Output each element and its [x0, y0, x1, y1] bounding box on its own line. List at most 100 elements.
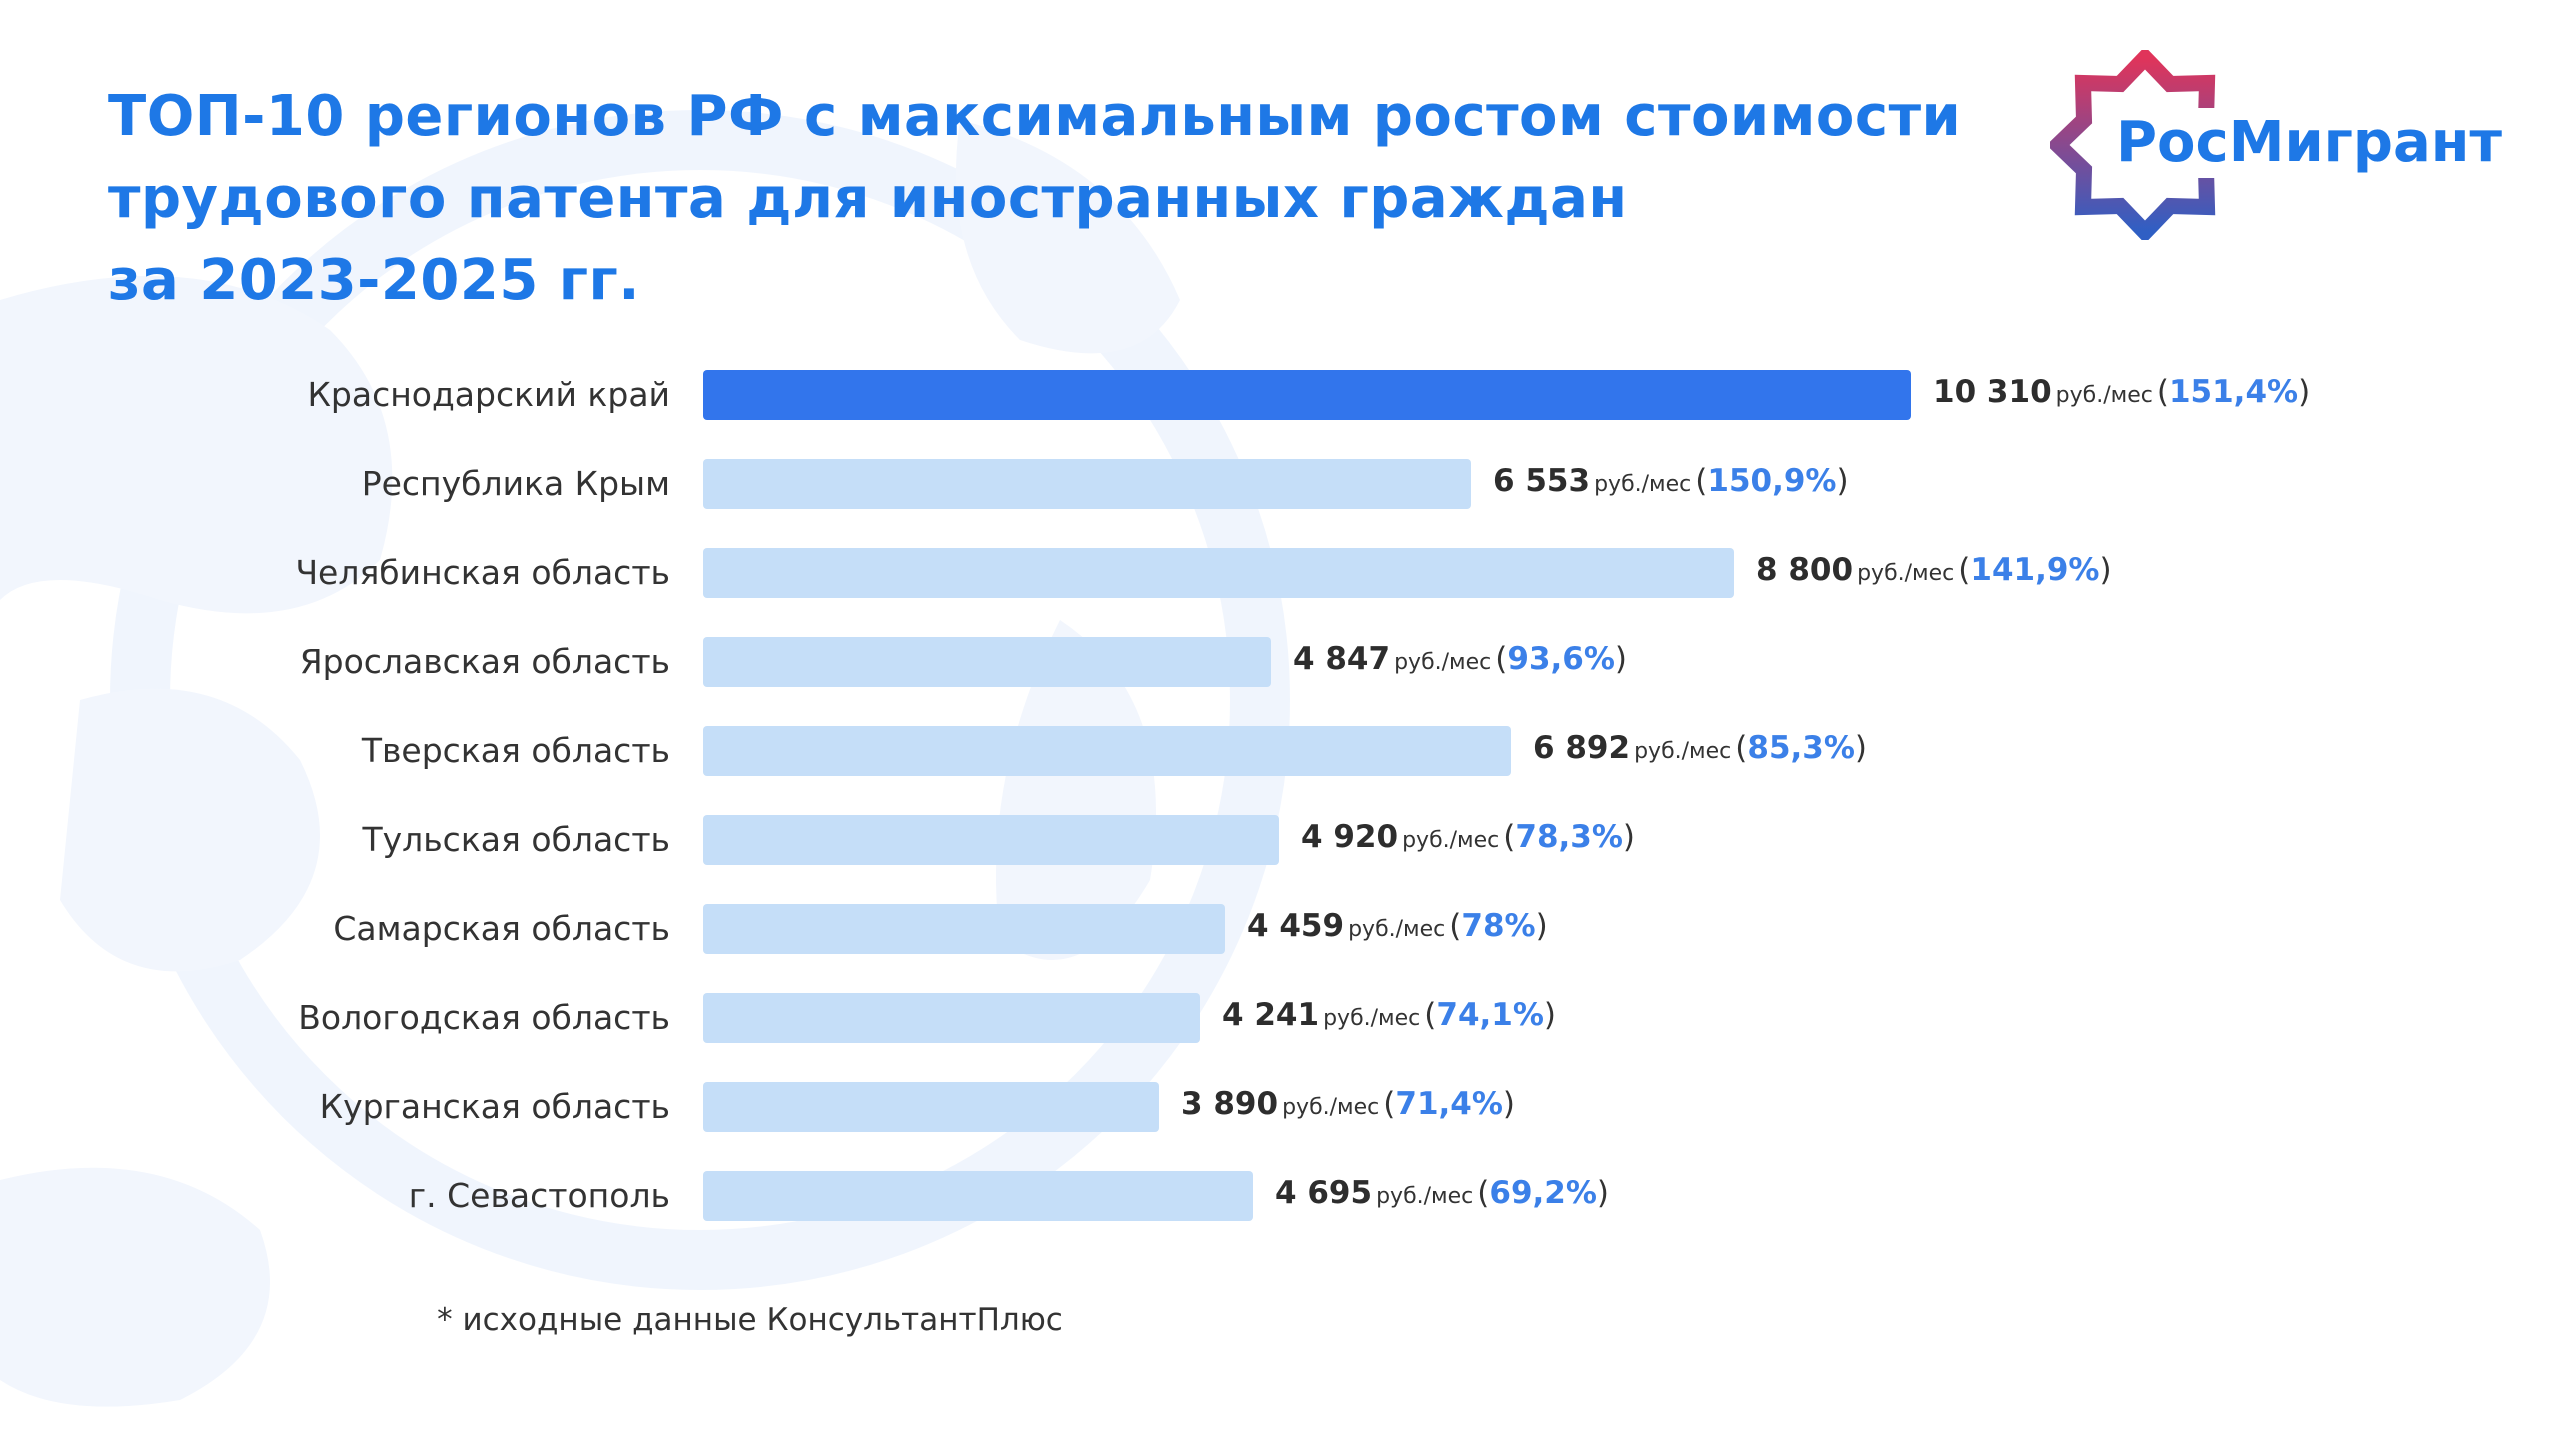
- category-label: Ярославская область: [299, 642, 670, 681]
- bar: [703, 1082, 1159, 1132]
- value-number: 4 847: [1293, 641, 1391, 677]
- category-label: г. Севастополь: [408, 1176, 670, 1215]
- bar: [703, 370, 1911, 420]
- data-label: 10 310 руб./мес (151,4%): [1933, 367, 2310, 423]
- rosmigrant-logo: РосМигрант: [2050, 50, 2510, 240]
- title-line-1: ТОП-10 регионов РФ с максимальным ростом…: [108, 84, 1962, 149]
- paren-open: (: [1383, 1086, 1396, 1122]
- bar-row: Челябинская область 8 800 руб./мес (141,9%): [0, 545, 2560, 601]
- value-unit: руб./мес: [1348, 917, 1446, 942]
- data-label: 3 890 руб./мес (71,4%): [1181, 1079, 1515, 1135]
- paren-open: (: [1424, 997, 1437, 1033]
- paren-open: (: [1503, 819, 1516, 855]
- value-unit: руб./мес: [1394, 650, 1492, 675]
- bar-row: Вологодская область 4 241 руб./мес (74,1%): [0, 990, 2560, 1046]
- data-label: 6 553 руб./мес (150,9%): [1493, 456, 1849, 512]
- growth-percent: 150,9%: [1707, 463, 1837, 499]
- value-unit: руб./мес: [1857, 561, 1955, 586]
- category-label: Курганская область: [319, 1087, 670, 1126]
- data-label: 4 695 руб./мес (69,2%): [1275, 1168, 1609, 1224]
- category-label: Челябинская область: [295, 553, 670, 592]
- paren-close: ): [1622, 819, 1636, 855]
- paren-open: (: [1449, 908, 1462, 944]
- category-label: Вологодская область: [298, 998, 670, 1037]
- value-unit: руб./мес: [1323, 1006, 1421, 1031]
- category-label: Краснодарский край: [307, 375, 670, 414]
- paren-open: (: [1958, 552, 1971, 588]
- bar-row: Самарская область 4 459 руб./мес (78%): [0, 901, 2560, 957]
- growth-percent: 78%: [1461, 908, 1536, 944]
- paren-close: ): [1836, 463, 1849, 499]
- bar-row: Тверская область 6 892 руб./мес (85,3%): [0, 723, 2560, 779]
- logo-text: РосМигрант: [2110, 108, 2508, 178]
- growth-percent: 93,6%: [1507, 641, 1615, 677]
- growth-percent: 69,2%: [1489, 1175, 1597, 1211]
- value-number: 6 553: [1493, 463, 1591, 499]
- bar-row: Тульская область 4 920 руб./мес (78,3%): [0, 812, 2560, 868]
- page-title: ТОП-10 регионов РФ с максимальным ростом…: [108, 76, 2008, 322]
- data-label: 4 920 руб./мес (78,3%): [1301, 812, 1635, 868]
- growth-percent: 151,4%: [2168, 374, 2299, 410]
- value-number: 10 310: [1933, 374, 2052, 410]
- data-label: 4 459 руб./мес (78%): [1247, 901, 1548, 957]
- value-unit: руб./мес: [2055, 383, 2153, 408]
- bar: [703, 459, 1471, 509]
- bar-row: Курганская область 3 890 руб./мес (71,4%): [0, 1079, 2560, 1135]
- bar-row: Республика Крым 6 553 руб./мес (150,9%): [0, 456, 2560, 512]
- growth-percent: 74,1%: [1436, 997, 1544, 1033]
- paren-close: ): [1502, 1086, 1516, 1122]
- paren-close: ): [2298, 374, 2311, 410]
- growth-percent: 78,3%: [1515, 819, 1623, 855]
- bar-row: Краснодарский край 10 310 руб./мес (151,4%): [0, 367, 2560, 423]
- category-label: Республика Крым: [361, 464, 670, 503]
- value-unit: руб./мес: [1282, 1095, 1380, 1120]
- paren-open: (: [2156, 374, 2169, 410]
- title-line-3: за 2023-2025 гг.: [108, 248, 641, 313]
- value-number: 4 459: [1247, 908, 1345, 944]
- data-label: 4 847 руб./мес (93,6%): [1293, 634, 1627, 690]
- bar: [703, 993, 1200, 1043]
- data-label: 8 800 руб./мес (141,9%): [1756, 545, 2112, 601]
- category-label: Тверская область: [361, 731, 670, 770]
- paren-open: (: [1477, 1175, 1490, 1211]
- growth-percent: 141,9%: [1970, 552, 2100, 588]
- footnote-text: * исходные данные КонсультантПлюс: [437, 1302, 1063, 1338]
- bar-row: г. Севастополь 4 695 руб./мес (69,2%): [0, 1168, 2560, 1224]
- category-label: Самарская область: [333, 909, 670, 948]
- value-number: 4 695: [1275, 1175, 1373, 1211]
- bar: [703, 548, 1734, 598]
- paren-open: (: [1495, 641, 1508, 677]
- bar: [703, 904, 1225, 954]
- data-label: 6 892 руб./мес (85,3%): [1533, 723, 1867, 779]
- paren-close: ): [1614, 641, 1628, 677]
- paren-close: ): [1854, 730, 1868, 766]
- data-label: 4 241 руб./мес (74,1%): [1222, 990, 1556, 1046]
- paren-open: (: [1735, 730, 1748, 766]
- bar-row: Ярославская область 4 847 руб./мес (93,6%): [0, 634, 2560, 690]
- value-number: 3 890: [1181, 1086, 1279, 1122]
- bar: [703, 815, 1279, 865]
- value-number: 4 920: [1301, 819, 1399, 855]
- bar: [703, 637, 1271, 687]
- growth-percent: 71,4%: [1395, 1086, 1503, 1122]
- value-unit: руб./мес: [1402, 828, 1500, 853]
- value-unit: руб./мес: [1376, 1184, 1474, 1209]
- paren-close: ): [2099, 552, 2112, 588]
- bar: [703, 726, 1511, 776]
- growth-percent: 85,3%: [1747, 730, 1855, 766]
- paren-close: ): [1535, 908, 1548, 944]
- title-line-2: трудового патента для иностранных гражда…: [108, 166, 1628, 231]
- footnote: * исходные данные КонсультантПлюс: [0, 1302, 2560, 1338]
- value-number: 4 241: [1222, 997, 1320, 1033]
- bar: [703, 1171, 1253, 1221]
- value-unit: руб./мес: [1594, 472, 1692, 497]
- category-label: Тульская область: [362, 820, 670, 859]
- paren-close: ): [1543, 997, 1557, 1033]
- paren-close: ): [1596, 1175, 1610, 1211]
- paren-open: (: [1695, 463, 1708, 499]
- value-number: 8 800: [1756, 552, 1854, 588]
- star-frame-icon: [2050, 50, 2240, 240]
- value-unit: руб./мес: [1634, 739, 1732, 764]
